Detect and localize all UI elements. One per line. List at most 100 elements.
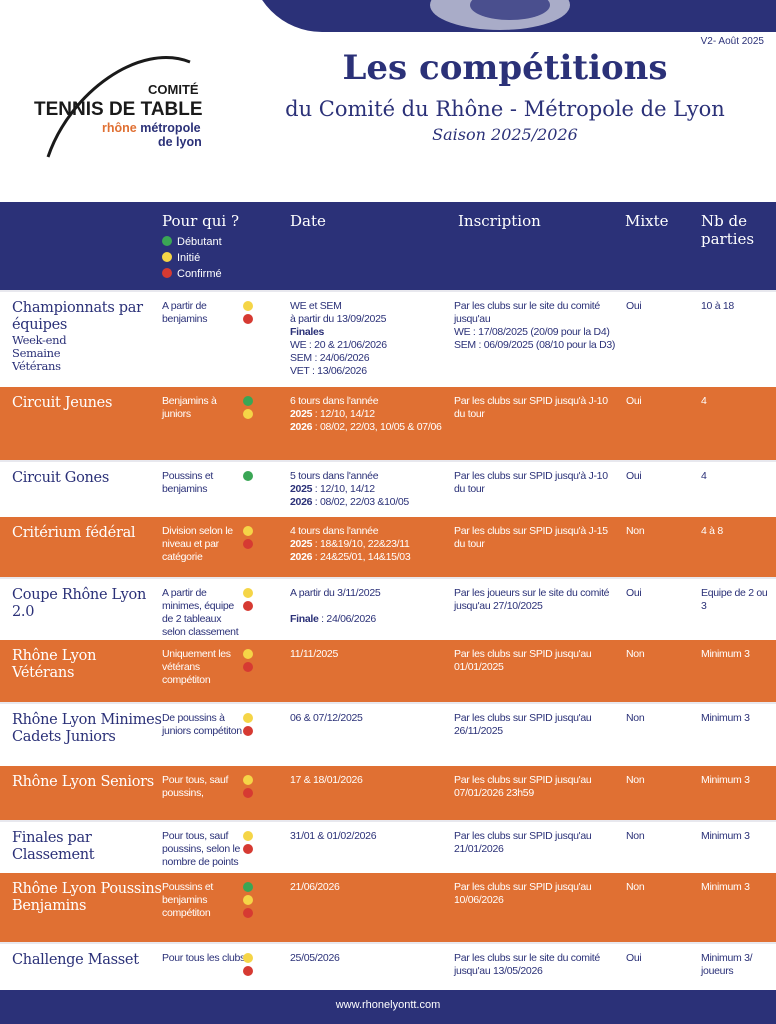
inscription-info: Par les clubs sur SPID jusqu'au 07/01/20… <box>454 774 619 800</box>
svg-text:de lyon: de lyon <box>158 135 202 149</box>
date-line: 2026 : 08/02, 22/03, 10/05 & 07/06 <box>290 421 450 434</box>
target-audience: Pour tous les clubs <box>162 952 246 964</box>
date-line: 17 & 18/01/2026 <box>290 774 450 787</box>
level-dots <box>243 396 257 422</box>
nb-parties-value: Equipe de 2 ou 3 <box>701 587 768 612</box>
table-row: Critérium fédéral Division selon le nivea… <box>0 517 776 577</box>
level-dots <box>243 831 257 857</box>
date-line: 21/06/2026 <box>290 881 450 894</box>
nb-parties-value: 4 à 8 <box>701 525 723 537</box>
target-audience: Pour tous, sauf poussins, <box>162 774 229 799</box>
date-text: WE et SEM <box>290 300 342 312</box>
competition-name: Finales par Classement <box>12 830 95 863</box>
date-line: SEM : 24/06/2026 <box>290 352 450 365</box>
date-text: : 24/06/2026 <box>321 613 376 625</box>
competition-dates: A partir du 3/11/2025 Finale : 24/06/202… <box>290 587 450 626</box>
competition-dates: 06 & 07/12/2025 <box>290 712 450 725</box>
target-audience: A partir de benjamins <box>162 300 208 325</box>
target-audience: Division selon le niveau et par catégori… <box>162 525 233 563</box>
date-line: 2025 : 12/10, 14/12 <box>290 408 450 421</box>
table-row: Championnats par équipes Week-end Semaine V… <box>0 290 776 387</box>
red-dot-icon <box>162 268 172 278</box>
competition-subcategory: Vétérans <box>12 359 61 373</box>
nb-parties-value: Minimum 3 <box>701 881 750 893</box>
competition-dates: 31/01 & 01/02/2026 <box>290 830 450 843</box>
level-dots <box>243 713 257 739</box>
target-audience: Uniquement les vétérans compétiton <box>162 648 231 686</box>
date-year-label: 2025 <box>290 408 315 420</box>
date-line: 2025 : 12/10, 14/12 <box>290 483 450 496</box>
yellow-dot-icon <box>162 252 172 262</box>
competition-name: Championnats par équipes Week-end Semaine V… <box>12 300 162 373</box>
nb-parties-value: 4 <box>701 470 707 482</box>
inscription-info: Par les clubs sur SPID jusqu'à J-10 du t… <box>454 470 619 496</box>
table-row: Circuit Jeunes Benjamins à juniors 6 tours… <box>0 387 776 460</box>
nb-parties-value: Minimum 3 <box>701 648 750 660</box>
inscription-line: Par les clubs sur SPID jusqu'à J-15 du t… <box>454 525 608 550</box>
nb-parties-value: Minimum 3/ joueurs <box>701 952 753 977</box>
yellow-dot-icon <box>243 526 253 536</box>
legend-label: Initié <box>177 252 201 264</box>
mixte-value: Non <box>626 648 645 660</box>
level-dots <box>243 649 257 675</box>
mixte-value: Oui <box>626 587 642 599</box>
header-nb-parties: Nb de parties <box>701 212 755 248</box>
red-dot-icon <box>243 908 253 918</box>
date-line: Finales <box>290 326 450 339</box>
competition-name: Rhône Lyon Poussins Benjamins <box>12 881 162 914</box>
level-dots <box>243 526 257 552</box>
level-legend: Débutant Initié Confirmé <box>162 234 222 282</box>
date-line: VET : 13/06/2026 <box>290 365 450 378</box>
date-text: VET : 13/06/2026 <box>290 365 367 377</box>
date-line: 5 tours dans l'année <box>290 470 450 483</box>
date-text: 21/06/2026 <box>290 881 340 893</box>
inscription-line: Par les clubs sur SPID jusqu'au 10/06/20… <box>454 881 592 906</box>
table-row: Rhône Lyon Seniors Pour tous, sauf poussi… <box>0 766 776 820</box>
date-text: 6 tours dans l'année <box>290 395 379 407</box>
table-row: Rhône Lyon Poussins Benjamins Poussins et… <box>0 873 776 942</box>
yellow-dot-icon <box>243 301 253 311</box>
green-dot-icon <box>243 396 253 406</box>
date-line: Finale : 24/06/2026 <box>290 613 450 626</box>
mixte-value: Oui <box>626 395 642 407</box>
target-audience: A partir de minimes, équipe de 2 tableau… <box>162 587 239 638</box>
red-dot-icon <box>243 966 253 976</box>
yellow-dot-icon <box>243 409 253 419</box>
inscription-info: Par les clubs sur SPID jusqu'au 10/06/20… <box>454 881 619 907</box>
nb-parties-value: Minimum 3 <box>701 712 750 724</box>
competition-dates: 11/11/2025 <box>290 648 450 661</box>
competition-name: Coupe Rhône Lyon 2.0 <box>12 587 146 620</box>
target-audience: Benjamins à juniors <box>162 395 217 420</box>
date-text: : 12/10, 14/12 <box>314 408 375 420</box>
header-date: Date <box>290 212 326 230</box>
red-dot-icon <box>243 788 253 798</box>
date-line: 2025 : 18&19/10, 22&23/11 <box>290 538 450 551</box>
level-dots <box>243 471 257 484</box>
date-line: 11/11/2025 <box>290 648 450 661</box>
page-title: Les compétitions <box>342 48 668 88</box>
inscription-line: Par les clubs sur SPID jusqu'au 26/11/20… <box>454 712 592 737</box>
yellow-dot-icon <box>243 713 253 723</box>
date-line: à partir du 13/09/2025 <box>290 313 450 326</box>
date-line: 31/01 & 01/02/2026 <box>290 830 450 843</box>
competition-dates: 5 tours dans l'année 2025 : 12/10, 14/12 2… <box>290 470 450 509</box>
target-audience: Poussins et benjamins <box>162 470 213 495</box>
date-year-label: Finale <box>290 613 322 625</box>
competition-name: Rhône Lyon Seniors <box>12 774 154 790</box>
red-dot-icon <box>243 662 253 672</box>
inscription-line: Par les clubs sur SPID jusqu'à J-10 du t… <box>454 470 608 495</box>
date-year-label: 2026 <box>290 551 315 563</box>
red-dot-icon <box>243 844 253 854</box>
date-line: 25/05/2026 <box>290 952 450 965</box>
inscription-line: WE : 17/08/2025 (20/09 pour la D4) <box>454 326 610 338</box>
nb-parties-value: 4 <box>701 395 707 407</box>
date-text: SEM : 24/06/2026 <box>290 352 370 364</box>
table-header: Pour qui ? Date Inscription Mixte Nb de … <box>0 202 776 290</box>
competition-name: Critérium fédéral <box>12 525 136 541</box>
inscription-info: Par les clubs sur SPID jusqu'au 26/11/20… <box>454 712 619 738</box>
mixte-value: Oui <box>626 300 642 312</box>
inscription-info: Par les clubs sur SPID jusqu'à J-10 du t… <box>454 395 619 421</box>
yellow-dot-icon <box>243 953 253 963</box>
competition-name: Rhône Lyon Vétérans <box>12 648 97 681</box>
inscription-info: Par les clubs sur le site du comité jusq… <box>454 300 619 352</box>
